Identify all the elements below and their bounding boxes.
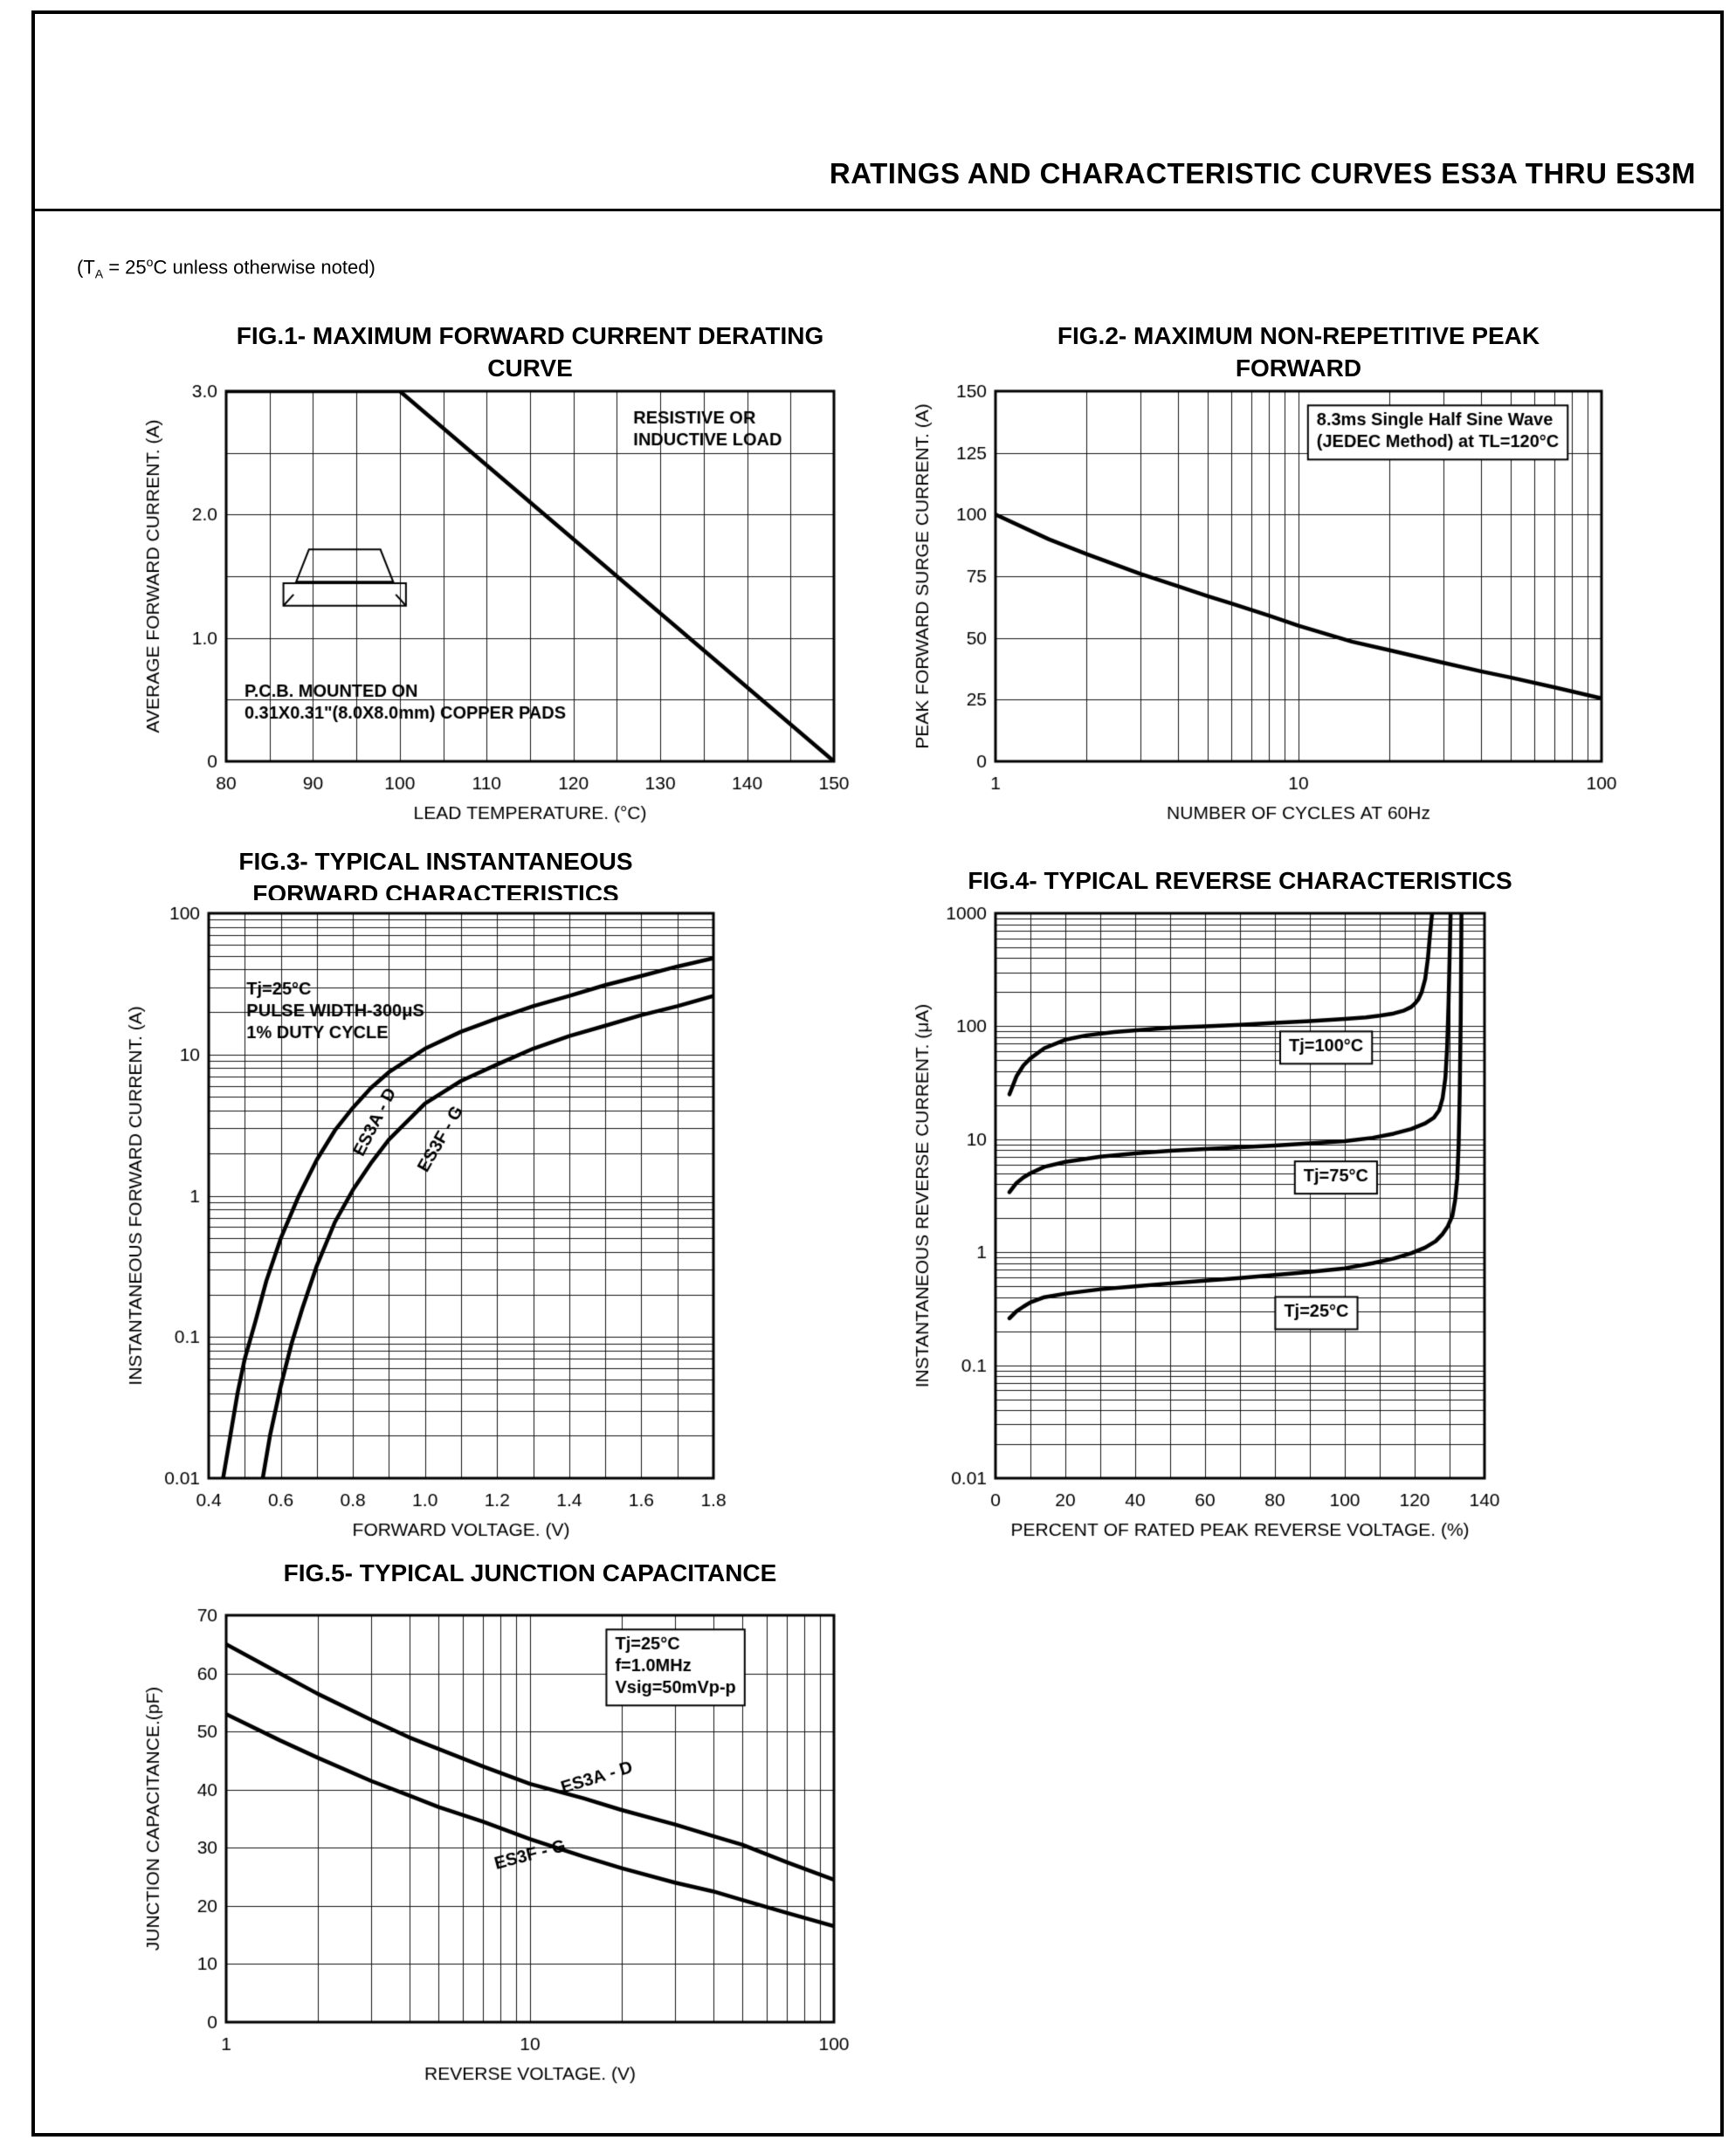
fig4-title: FIG.4- TYPICAL REVERSE CHARACTERISTICS bbox=[968, 867, 1512, 894]
page-title: RATINGS AND CHARACTERISTIC CURVES ES3A T… bbox=[829, 157, 1696, 189]
fig2-chart-canvas bbox=[904, 378, 1619, 831]
fig5-chart-canvas bbox=[134, 1602, 851, 2092]
fig1-chart-canvas bbox=[134, 378, 851, 831]
conditions-note: (TA = 25oC unless otherwise noted) bbox=[77, 255, 375, 281]
note-superscript: o bbox=[146, 255, 154, 269]
fig5-title: FIG.5- TYPICAL JUNCTION CAPACITANCE bbox=[283, 1559, 777, 1586]
fig3-chart-canvas bbox=[117, 900, 731, 1548]
fig1-title: FIG.1- MAXIMUM FORWARD CURRENT DERATING … bbox=[236, 322, 824, 382]
note-subscript: A bbox=[94, 266, 104, 281]
header-rule bbox=[31, 209, 1724, 211]
note-text-pre: (T bbox=[77, 256, 95, 279]
note-text-post: C unless otherwise noted) bbox=[153, 256, 375, 279]
note-text-mid: = 25 bbox=[103, 256, 147, 279]
fig4-chart-canvas bbox=[904, 900, 1502, 1548]
